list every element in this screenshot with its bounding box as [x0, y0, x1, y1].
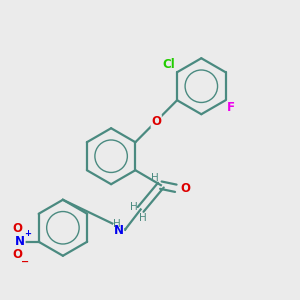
Text: H: H	[139, 213, 147, 223]
Text: −: −	[21, 257, 29, 267]
Text: O: O	[151, 115, 161, 128]
Text: O: O	[181, 182, 190, 195]
Text: N: N	[15, 235, 25, 248]
Text: H: H	[112, 219, 120, 229]
Text: O: O	[12, 222, 22, 235]
Text: Cl: Cl	[163, 58, 175, 71]
Text: +: +	[24, 229, 31, 238]
Text: H: H	[152, 173, 159, 183]
Text: N: N	[113, 224, 124, 237]
Text: H: H	[130, 202, 138, 212]
Text: O: O	[12, 248, 22, 261]
Text: F: F	[227, 101, 235, 114]
